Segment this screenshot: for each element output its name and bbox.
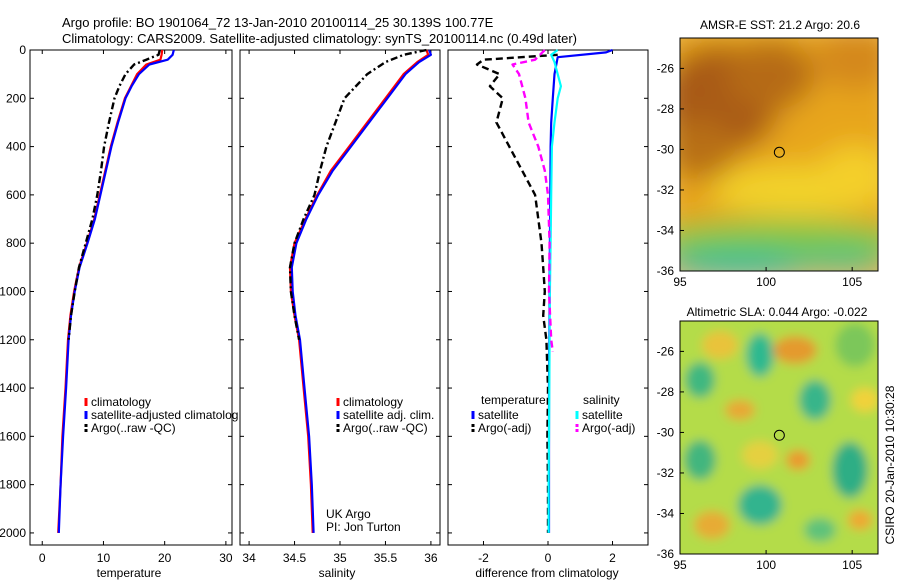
legend-entry-climatology: climatology xyxy=(91,395,151,409)
y-tick-label: 1400 xyxy=(0,381,26,395)
y-tick-label: 400 xyxy=(6,140,26,154)
y-tick-label: 0 xyxy=(19,43,26,57)
x-tick-label: 36 xyxy=(424,551,438,565)
x-tick-label: 35.5 xyxy=(374,551,398,565)
y-tick-label: 2000 xyxy=(0,526,26,540)
difference-panel: difference from climatology -2 0 2 temperat… xyxy=(447,48,649,580)
side-timestamp-label: CSIRO 20-Jan-2010 10:30:28 xyxy=(883,385,897,544)
legend-heading-temperature: temperature xyxy=(481,393,546,407)
x-tick-label: 2 xyxy=(609,551,616,565)
series-line-satellite-adjusted-climatolog xyxy=(57,49,175,533)
x-tick-label: 20 xyxy=(158,551,172,565)
map-x-tick-label: 105 xyxy=(842,558,862,572)
legend-entry-satellite: satellite adj. clim. xyxy=(343,408,434,422)
sla-map-frame xyxy=(679,320,879,555)
sst-field xyxy=(680,38,878,271)
y-tick-label: 1600 xyxy=(0,429,26,443)
legend-entry-sal-satellite: satellite xyxy=(582,408,623,422)
map-y-tick-label: -32 xyxy=(657,466,675,480)
map-y-tick-label: -30 xyxy=(657,142,675,156)
sst-map-title: AMSR-E SST: 21.2 Argo: 20.6 xyxy=(700,18,860,32)
legend-entry-argo: Argo(..raw -QC) xyxy=(91,421,176,435)
map-y-tick-label: -34 xyxy=(657,506,675,520)
series-line-argo-adj xyxy=(475,53,558,533)
sla-field xyxy=(680,321,878,554)
x-tick-label: 34 xyxy=(242,551,256,565)
temperature-axes-frame xyxy=(29,49,233,546)
map-y-tick-label: -34 xyxy=(657,223,675,237)
salinity-panel: salinity UK Argo PI: Jon Turton 34 34.5 35… xyxy=(239,48,441,580)
series-line-satellite xyxy=(547,49,562,533)
legend-entry-climatology: climatology xyxy=(343,395,403,409)
argo-location-marker xyxy=(773,429,785,441)
x-tick-label: 30 xyxy=(219,551,233,565)
figure-title-line1: Argo profile: BO 1901064_72 13-Jan-2010 … xyxy=(62,15,494,30)
temperature-xlabel: temperature xyxy=(97,566,162,580)
x-tick-label: 34.5 xyxy=(283,551,307,565)
temperature-panel: temperature 0 10 20 30 0 200 400 600 800 1000 1200… xyxy=(0,43,238,580)
x-tick-label: 10 xyxy=(97,551,111,565)
y-tick-label: 1800 xyxy=(0,478,26,492)
y-tick-label: 200 xyxy=(6,91,26,105)
series-line-argo-adj xyxy=(511,49,554,352)
legend-entry-temp-argo: Argo(-adj) xyxy=(478,421,531,435)
x-tick-label: 0 xyxy=(39,551,46,565)
sst-map-frame xyxy=(679,37,879,272)
map-y-tick-label: -26 xyxy=(657,61,675,75)
sla-map-title: Altimetric SLA: 0.044 Argo: -0.022 xyxy=(687,305,868,319)
salinity-axes-frame xyxy=(239,49,441,546)
series-line-argo-raw-qc xyxy=(67,49,161,340)
series-line-argo-raw-qc xyxy=(288,48,427,341)
y-tick-label: 800 xyxy=(6,236,26,250)
legend-entry-argo: Argo(..raw -QC) xyxy=(343,421,428,435)
legend-entry-sal-argo: Argo(-adj) xyxy=(582,421,635,435)
map-x-tick-label: 100 xyxy=(756,558,776,572)
y-tick-label: 1200 xyxy=(0,333,26,347)
map-y-tick-label: -32 xyxy=(657,183,675,197)
legend-entry-satellite: satellite-adjusted climatolog xyxy=(91,408,238,422)
sst-map-panel: AMSR-E SST: 21.2 Argo: 20.6 95 100 105 -26 -… xyxy=(657,18,879,289)
y-tick-label: 600 xyxy=(6,188,26,202)
series-line-satellite-adj-clim xyxy=(290,49,432,533)
salinity-annotation-line1: UK Argo xyxy=(326,507,371,521)
map-y-tick-label: -28 xyxy=(657,102,675,116)
map-y-tick-label: -36 xyxy=(657,264,675,278)
salinity-annotation-line2: PI: Jon Turton xyxy=(326,520,401,534)
map-x-tick-label: 95 xyxy=(673,275,687,289)
salinity-xlabel: salinity xyxy=(319,566,356,580)
x-tick-label: 0 xyxy=(545,551,552,565)
map-x-tick-label: 100 xyxy=(756,275,776,289)
map-y-tick-label: -30 xyxy=(657,425,675,439)
figure-title-line2: Climatology: CARS2009. Satellite-adjuste… xyxy=(62,31,577,46)
map-y-tick-label: -28 xyxy=(657,385,675,399)
map-y-tick-label: -36 xyxy=(657,547,675,561)
map-y-tick-label: -26 xyxy=(657,344,675,358)
sla-map-panel: Altimetric SLA: 0.044 Argo: -0.022 xyxy=(657,305,879,572)
argo-location-marker xyxy=(773,146,785,158)
x-tick-label: -2 xyxy=(478,551,489,565)
map-x-tick-label: 95 xyxy=(673,558,687,572)
y-tick-label: 1000 xyxy=(0,284,26,298)
map-x-tick-label: 105 xyxy=(842,275,862,289)
legend-entry-temp-satellite: satellite xyxy=(478,408,519,422)
x-tick-label: 35 xyxy=(333,551,347,565)
difference-xlabel: difference from climatology xyxy=(475,566,618,580)
legend-heading-salinity: salinity xyxy=(583,393,620,407)
